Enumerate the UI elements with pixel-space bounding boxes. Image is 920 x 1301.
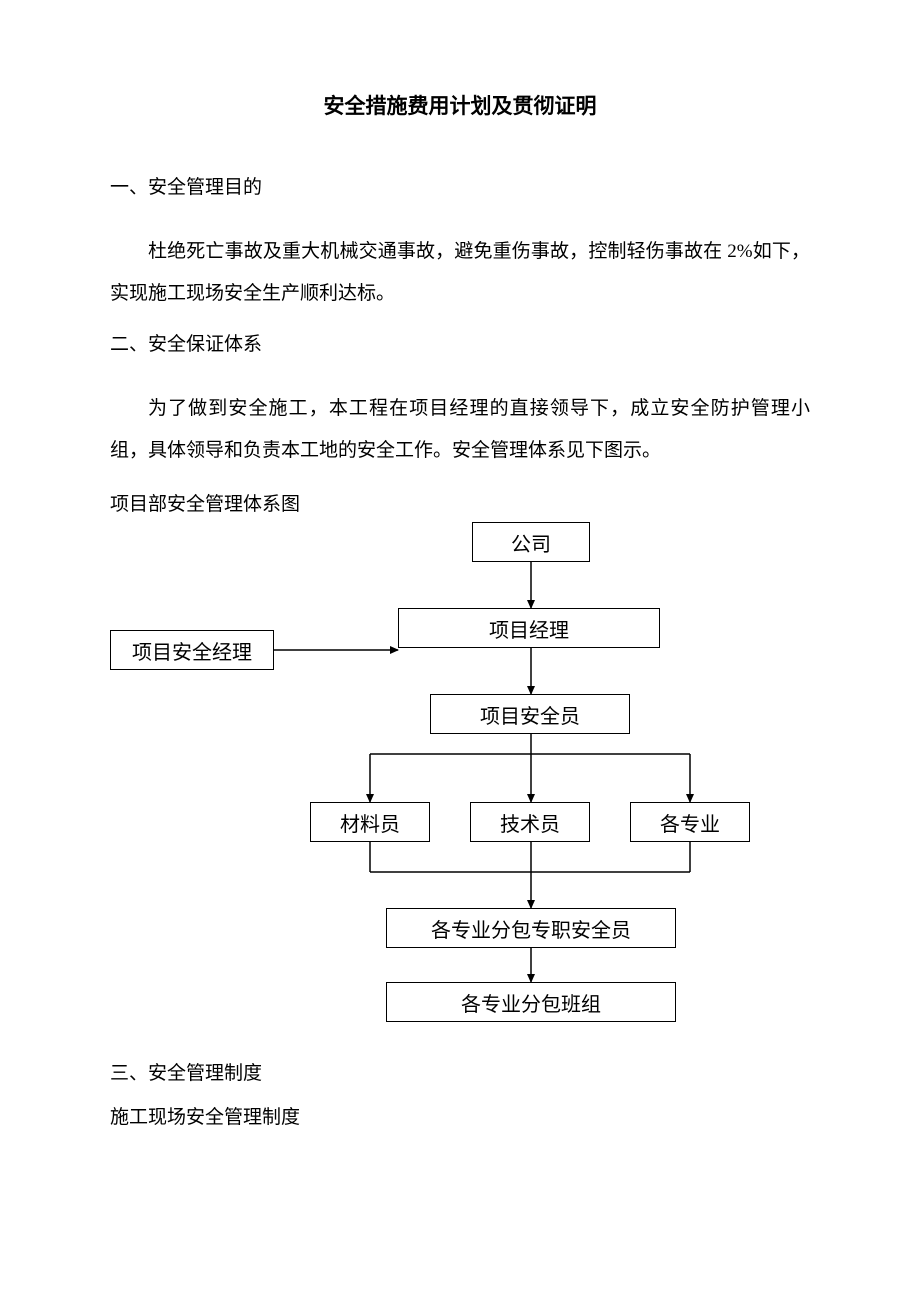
node-subsafe: 各专业分包专职安全员 — [386, 908, 676, 948]
flowchart-edges — [110, 522, 810, 1032]
chart-caption: 项目部安全管理体系图 — [110, 489, 810, 516]
org-flowchart: 公司项目经理项目安全经理项目安全员材料员技术员各专业各专业分包专职安全员各专业分… — [110, 522, 810, 1032]
node-subteam: 各专业分包班组 — [386, 982, 676, 1022]
node-safeofc: 项目安全员 — [430, 694, 630, 734]
section1-para: 杜绝死亡事故及重大机械交通事故，避免重伤事故，控制轻伤事故在 2%如下，实现施工… — [110, 231, 810, 315]
doc-title: 安全措施费用计划及贯彻证明 — [110, 90, 810, 120]
section3-sub: 施工现场安全管理制度 — [110, 1096, 810, 1140]
section3-head: 三、安全管理制度 — [110, 1052, 810, 1096]
node-spec: 各专业 — [630, 802, 750, 842]
node-company: 公司 — [472, 522, 590, 562]
node-mat: 材料员 — [310, 802, 430, 842]
node-safemgr: 项目安全经理 — [110, 630, 274, 670]
section2-head: 二、安全保证体系 — [110, 327, 810, 363]
section1-head: 一、安全管理目的 — [110, 170, 810, 206]
section2-para: 为了做到安全施工，本工程在项目经理的直接领导下，成立安全防护管理小组，具体领导和… — [110, 388, 810, 472]
node-pm: 项目经理 — [398, 608, 660, 648]
node-tech: 技术员 — [470, 802, 590, 842]
